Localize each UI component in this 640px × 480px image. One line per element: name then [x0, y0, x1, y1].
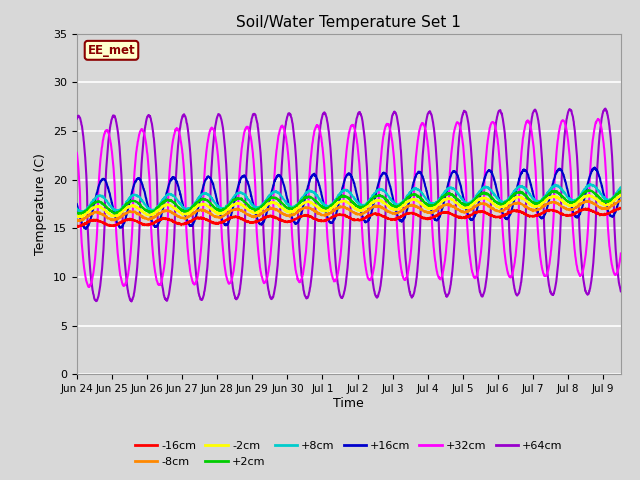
X-axis label: Time: Time	[333, 397, 364, 410]
Text: EE_met: EE_met	[88, 44, 135, 57]
Legend: -16cm, -8cm, -2cm, +2cm, +8cm, +16cm, +32cm, +64cm: -16cm, -8cm, -2cm, +2cm, +8cm, +16cm, +3…	[131, 437, 567, 471]
Y-axis label: Temperature (C): Temperature (C)	[35, 153, 47, 255]
Title: Soil/Water Temperature Set 1: Soil/Water Temperature Set 1	[236, 15, 461, 30]
